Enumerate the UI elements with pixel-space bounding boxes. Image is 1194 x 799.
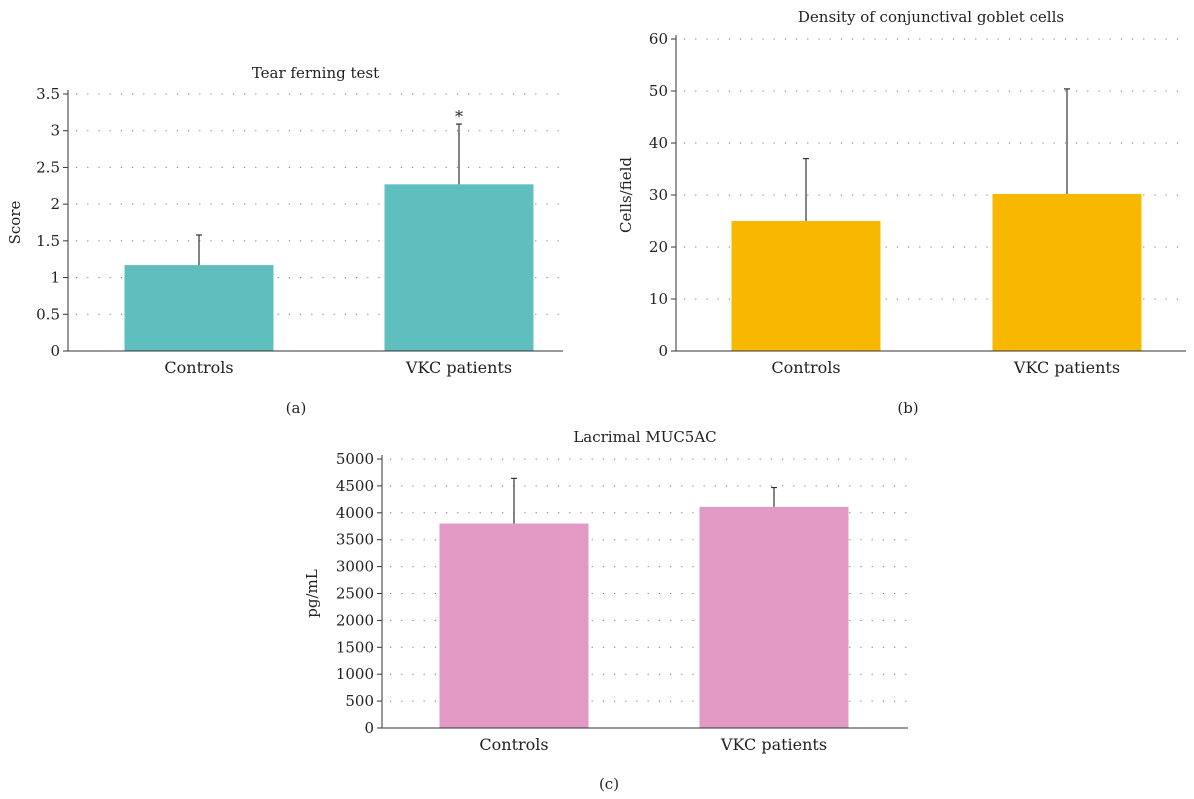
bar-vkc-patients — [992, 193, 1142, 351]
y-tick-label: 0.5 — [36, 305, 60, 323]
x-tick-label: Controls — [771, 358, 840, 377]
y-tick-label: 4500 — [336, 477, 374, 495]
y-tick-label: 3 — [50, 122, 60, 140]
x-tick-label: VKC patients — [405, 358, 512, 377]
y-tick-label: 1 — [50, 269, 60, 287]
y-tick-label: 0 — [364, 719, 374, 737]
y-axis-label: Cells/field — [617, 157, 635, 233]
chart-panel-1: Tear ferning test 0 0.5 1 1.5 2 2.5 3 3.5 Score Co… — [6, 64, 563, 417]
y-tick-label: 4000 — [336, 504, 374, 522]
chart-panel-3: Lacrimal MUC5AC 0 500 1000 1500 2000 2500 3000 3… — [303, 428, 908, 793]
x-tick-label: VKC patients — [1013, 358, 1120, 377]
x-tick-label: Controls — [479, 735, 548, 754]
y-tick-label: 500 — [345, 692, 374, 710]
bar-vkc-patients — [699, 506, 849, 728]
y-tick-label: 2000 — [336, 611, 374, 629]
y-tick-label: 3.5 — [36, 85, 60, 103]
y-axis-label: Score — [6, 201, 24, 245]
chart-title: Tear ferning test — [252, 64, 379, 82]
panel-label: (a) — [286, 399, 307, 417]
y-tick-label: 0 — [658, 342, 668, 360]
y-tick-label: 3000 — [336, 558, 374, 576]
chart-panel-2: Density of conjunctival goblet cells 0 10 2… — [617, 8, 1186, 417]
y-tick-label: 2 — [50, 195, 60, 213]
chart-title: Lacrimal MUC5AC — [573, 428, 716, 446]
y-tick-label: 30 — [649, 186, 668, 204]
y-tick-label: 0 — [50, 342, 60, 360]
bar-controls — [124, 265, 274, 351]
y-tick-label: 5000 — [336, 450, 374, 468]
y-tick-label: 20 — [649, 238, 668, 256]
bar-vkc-patients — [384, 184, 534, 351]
y-tick-label: 2500 — [336, 585, 374, 603]
y-axis-label: pg/mL — [303, 569, 321, 617]
y-tick-label: 40 — [649, 134, 668, 152]
y-tick-label: 60 — [649, 30, 668, 48]
y-tick-label: 50 — [649, 82, 668, 100]
chart-title: Density of conjunctival goblet cells — [798, 8, 1064, 26]
y-tick-label: 2.5 — [36, 158, 60, 176]
panel-label: (b) — [897, 399, 918, 417]
y-tick-label: 1500 — [336, 638, 374, 656]
y-tick-label: 3500 — [336, 531, 374, 549]
bar-controls — [731, 221, 881, 351]
panel-label: (c) — [599, 775, 619, 793]
y-tick-label: 10 — [649, 290, 668, 308]
x-tick-label: VKC patients — [720, 735, 827, 754]
bar-controls — [439, 523, 589, 728]
y-tick-label: 1.5 — [36, 232, 60, 250]
significance-marker: * — [455, 107, 463, 126]
x-tick-label: Controls — [164, 358, 233, 377]
y-tick-label: 1000 — [336, 665, 374, 683]
